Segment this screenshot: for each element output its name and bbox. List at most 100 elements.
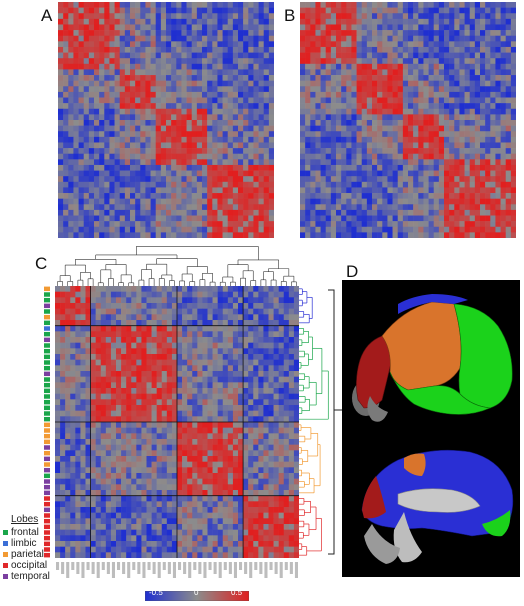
heatmap-cell xyxy=(202,154,207,160)
heatmap-cell xyxy=(111,343,116,349)
heatmap-cell xyxy=(331,221,336,227)
heatmap-cell xyxy=(187,303,192,309)
heatmap-cell xyxy=(233,13,238,19)
heatmap-cell xyxy=(233,422,238,428)
heatmap-cell xyxy=(372,148,377,154)
heatmap-cell xyxy=(207,30,212,36)
heatmap-cell xyxy=(289,422,294,428)
heatmap-cell xyxy=(75,292,80,298)
heatmap-cell xyxy=(269,98,274,104)
heatmap-cell xyxy=(279,309,284,315)
heatmap-cell xyxy=(99,137,104,143)
heatmap-cell xyxy=(490,98,495,104)
heatmap-cell xyxy=(141,292,146,298)
panel-label-c: C xyxy=(35,254,47,274)
heatmap-cell xyxy=(91,394,96,400)
heatmap-cell xyxy=(152,309,157,315)
heatmap-cell xyxy=(506,126,511,132)
heatmap-cell xyxy=(248,204,253,210)
heatmap-cell xyxy=(238,292,243,298)
heatmap-cell xyxy=(490,216,495,222)
heatmap-cell xyxy=(264,182,269,188)
heatmap-cell xyxy=(104,2,109,8)
heatmap-cell xyxy=(135,204,140,210)
heatmap-cell xyxy=(192,53,197,59)
heatmap-cell xyxy=(465,69,470,75)
heatmap-cell xyxy=(141,388,146,394)
heatmap-cell xyxy=(341,204,346,210)
heatmap-cell xyxy=(228,343,233,349)
heatmap-cell xyxy=(248,210,253,216)
heatmap-cell xyxy=(423,24,428,30)
heatmap-cell xyxy=(233,331,238,337)
heatmap-cell xyxy=(140,47,145,53)
heatmap-cell xyxy=(91,371,96,377)
heatmap-cell xyxy=(475,8,480,14)
heatmap-cell xyxy=(418,109,423,115)
heatmap-cell xyxy=(55,314,60,320)
heatmap-cell xyxy=(501,142,506,148)
heatmap-cell xyxy=(218,348,223,354)
heatmap-cell xyxy=(367,221,372,227)
heatmap-cell xyxy=(233,19,238,25)
heatmap-cell xyxy=(346,24,351,30)
heatmap-cell xyxy=(58,187,63,193)
heatmap-cell xyxy=(63,103,68,109)
heatmap-cell xyxy=(439,187,444,193)
heatmap-cell xyxy=(253,292,258,298)
heatmap-cell xyxy=(506,159,511,165)
heatmap-cell xyxy=(84,131,89,137)
heatmap-cell xyxy=(372,41,377,47)
heatmap-cell xyxy=(156,131,161,137)
heatmap-cell xyxy=(367,193,372,199)
heatmap-cell xyxy=(238,154,243,160)
heatmap-cell xyxy=(289,371,294,377)
heatmap-cell xyxy=(131,292,136,298)
heatmap-cell xyxy=(151,103,156,109)
heatmap-cell xyxy=(259,193,264,199)
heatmap-cell xyxy=(310,216,315,222)
heatmap-cell xyxy=(125,131,130,137)
heatmap-cell xyxy=(162,433,167,439)
heatmap-cell xyxy=(387,47,392,53)
heatmap-cell xyxy=(233,148,238,154)
heatmap-cell xyxy=(166,142,171,148)
heatmap-cell xyxy=(511,232,516,238)
heatmap-cell xyxy=(208,314,213,320)
heatmap-cell xyxy=(94,204,99,210)
heatmap-cell xyxy=(94,86,99,92)
heatmap-cell xyxy=(207,137,212,143)
heatmap-cell xyxy=(223,81,228,87)
heatmap-cell xyxy=(177,331,182,337)
heatmap-cell xyxy=(89,154,94,160)
heatmap-cell xyxy=(351,210,356,216)
heatmap-cell xyxy=(84,36,89,42)
heatmap-cell xyxy=(58,81,63,87)
heatmap-cell xyxy=(217,24,222,30)
heatmap-cell xyxy=(372,2,377,8)
heatmap-cell xyxy=(145,131,150,137)
heatmap-cell xyxy=(243,142,248,148)
heatmap-cell xyxy=(75,343,80,349)
heatmap-cell xyxy=(217,171,222,177)
heatmap-cell xyxy=(120,148,125,154)
heatmap-cell xyxy=(145,24,150,30)
heatmap-cell xyxy=(264,199,269,205)
heatmap-cell xyxy=(106,388,111,394)
heatmap-cell xyxy=(136,394,141,400)
heatmap-cell xyxy=(248,24,253,30)
heatmap-cell xyxy=(156,36,161,42)
heatmap-cell xyxy=(377,13,382,19)
heatmap-cell xyxy=(269,416,274,422)
heatmap-cell xyxy=(413,36,418,42)
heatmap-cell xyxy=(310,199,315,205)
heatmap-cell xyxy=(367,165,372,171)
heatmap-cell xyxy=(182,371,187,377)
heatmap-cell xyxy=(284,382,289,388)
heatmap-cell xyxy=(60,411,65,417)
heatmap-cell xyxy=(121,428,126,434)
heatmap-cell xyxy=(393,232,398,238)
heatmap-cell xyxy=(217,2,222,8)
heatmap-cell xyxy=(126,382,131,388)
heatmap-cell xyxy=(418,86,423,92)
